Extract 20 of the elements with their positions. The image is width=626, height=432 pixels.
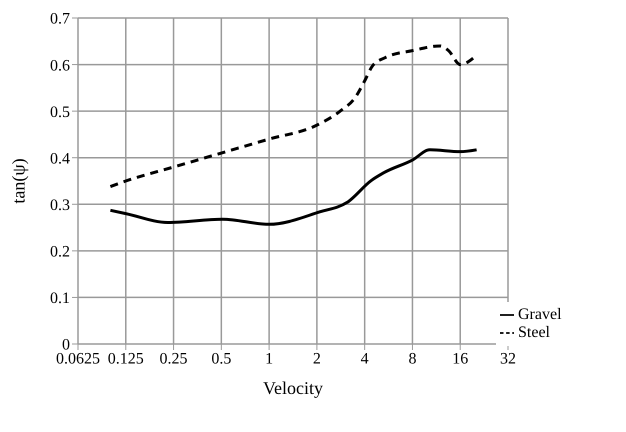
x-tick-label: 0.125: [108, 350, 144, 368]
x-tick-label: 16: [452, 350, 468, 368]
legend-label: Steel: [518, 324, 550, 341]
x-tick-label: 1: [265, 350, 274, 368]
y-tick-label: 0.1: [50, 290, 70, 308]
x-tick-label: 4: [360, 350, 369, 368]
y-tick-label: 0.3: [50, 196, 70, 214]
x-tick-label: 0.25: [160, 350, 188, 368]
x-tick-label: 2: [312, 350, 321, 368]
x-tick-label: 0.5: [211, 350, 232, 368]
x-tick-label: 8: [408, 350, 416, 368]
y-tick-label: 0.4: [50, 150, 70, 168]
x-tick-label: 32: [500, 350, 516, 368]
y-tick-label: 0.5: [50, 104, 70, 121]
y-tick-label: 0.7: [50, 10, 70, 28]
y-tick-label: 0.2: [50, 244, 70, 261]
y-tick-label: 0.6: [50, 57, 70, 74]
legend-label: Gravel: [518, 306, 562, 323]
y-axis-title: tan(ψ): [8, 158, 28, 204]
x-axis-title: Velocity: [263, 378, 323, 398]
